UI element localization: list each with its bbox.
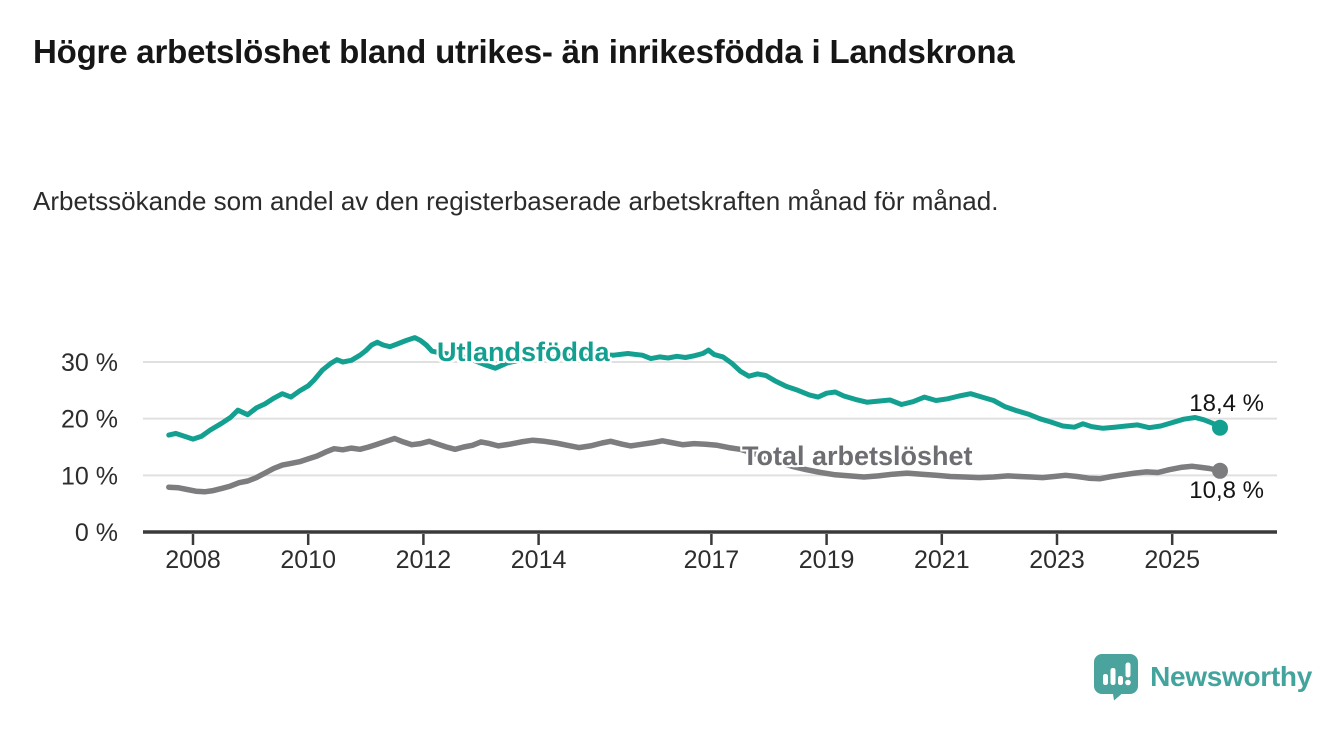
newsworthy-logo-text: Newsworthy bbox=[1150, 661, 1312, 693]
x-axis-tick-label: 2019 bbox=[799, 546, 855, 574]
page-title: Högre arbetslöshet bland utrikes- än inr… bbox=[33, 28, 1014, 76]
y-axis-tick-label: 30 % bbox=[61, 349, 118, 377]
x-axis-tick-label: 2010 bbox=[280, 546, 336, 574]
series-line-0 bbox=[169, 338, 1220, 440]
series-line-1 bbox=[169, 439, 1220, 492]
y-axis-tick-label: 0 % bbox=[75, 519, 118, 547]
x-axis-tick-label: 2017 bbox=[684, 546, 740, 574]
newsworthy-logo-icon bbox=[1093, 653, 1139, 701]
x-axis-tick-label: 2025 bbox=[1144, 546, 1200, 574]
end-value-label-utlandsfodda: 18,4 % bbox=[1189, 390, 1264, 418]
chart-area: 0 % 10 % 20 % 30 % 2008 2010 2012 2014 2017 2019 2… bbox=[0, 300, 1340, 600]
y-axis-tick-label: 10 % bbox=[61, 462, 118, 490]
series-label-utlandsfodda: Utlandsfödda bbox=[437, 337, 610, 368]
series-label-total-arbetsloshet: Total arbetslöshet bbox=[742, 441, 973, 472]
x-axis-tick-label: 2023 bbox=[1029, 546, 1085, 574]
x-axis-tick-label: 2012 bbox=[396, 546, 452, 574]
x-axis-tick-label: 2008 bbox=[165, 546, 221, 574]
newsworthy-logo: Newsworthy bbox=[1093, 653, 1312, 701]
y-axis-tick-label: 20 % bbox=[61, 406, 118, 434]
line-chart: 0 % 10 % 20 % 30 % 2008 2010 2012 2014 2017 2019 2… bbox=[0, 300, 1340, 600]
x-axis-tick-label: 2014 bbox=[511, 546, 567, 574]
chart-subtitle: Arbetssökande som andel av den registerb… bbox=[33, 183, 998, 220]
x-axis-tick-label: 2021 bbox=[914, 546, 970, 574]
chart-page: Högre arbetslöshet bland utrikes- än inr… bbox=[0, 0, 1340, 734]
series-end-dot-0 bbox=[1212, 420, 1228, 436]
end-value-label-total: 10,8 % bbox=[1189, 477, 1264, 505]
